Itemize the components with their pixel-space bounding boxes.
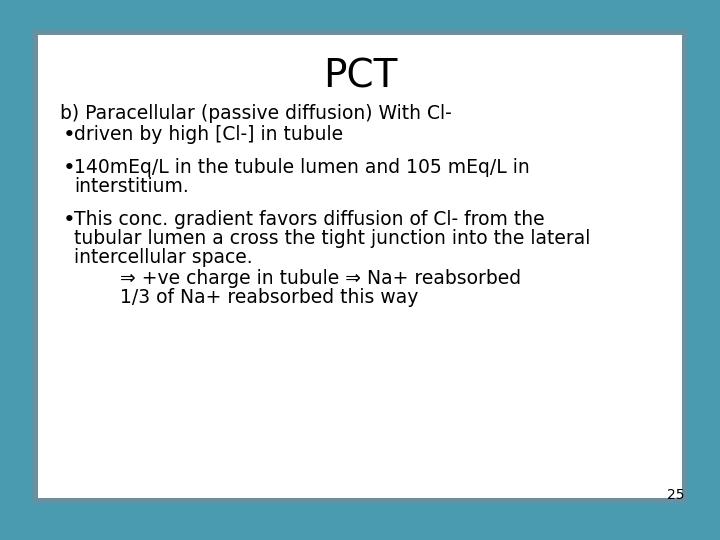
FancyBboxPatch shape — [33, 30, 687, 503]
FancyBboxPatch shape — [38, 35, 682, 498]
Text: •: • — [63, 210, 76, 230]
Text: 140mEq/L in the tubule lumen and 105 mEq/L in: 140mEq/L in the tubule lumen and 105 mEq… — [74, 158, 530, 177]
Text: interstitium.: interstitium. — [74, 177, 189, 196]
Text: b) Paracellular (passive diffusion) With Cl-: b) Paracellular (passive diffusion) With… — [60, 104, 451, 123]
Text: intercellular space.: intercellular space. — [74, 248, 253, 267]
Text: driven by high [Cl-] in tubule: driven by high [Cl-] in tubule — [74, 125, 343, 144]
Text: ⇒ +ve charge in tubule ⇒ Na+ reabsorbed: ⇒ +ve charge in tubule ⇒ Na+ reabsorbed — [120, 269, 521, 288]
Text: 25: 25 — [667, 488, 684, 502]
Text: PCT: PCT — [323, 58, 397, 96]
Text: •: • — [63, 158, 76, 178]
Text: 1/3 of Na+ reabsorbed this way: 1/3 of Na+ reabsorbed this way — [120, 288, 418, 307]
Text: This conc. gradient favors diffusion of Cl- from the: This conc. gradient favors diffusion of … — [74, 210, 544, 229]
Text: tubular lumen a cross the tight junction into the lateral: tubular lumen a cross the tight junction… — [74, 229, 590, 248]
Text: •: • — [63, 125, 76, 145]
